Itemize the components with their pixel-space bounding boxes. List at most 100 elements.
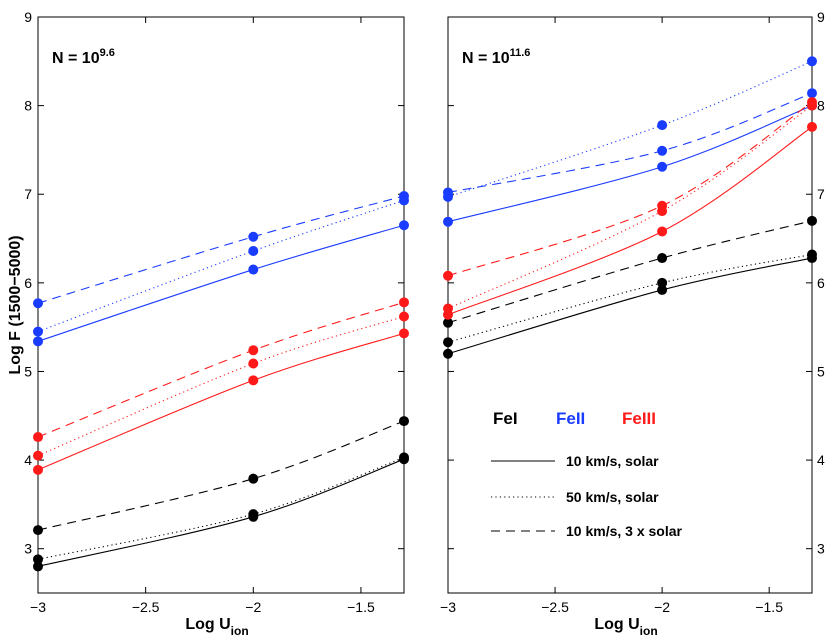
y-tick-label: 3 bbox=[817, 541, 825, 557]
data-point-fei bbox=[443, 317, 453, 328]
y-tick-label: 7 bbox=[817, 186, 825, 202]
x-tick-label: −2 bbox=[245, 599, 261, 615]
data-point-feii bbox=[33, 326, 43, 337]
data-point-feiii bbox=[399, 297, 409, 308]
plot-frame bbox=[37, 16, 405, 594]
legend-label: 10 km/s, solar bbox=[566, 453, 659, 469]
x-axis-title: Log Uion bbox=[185, 616, 248, 638]
data-point-feiii bbox=[248, 345, 259, 356]
x-axis-title-subscript: ion bbox=[231, 624, 249, 638]
legend-label: 50 km/s, solar bbox=[566, 489, 659, 505]
x-tick-label: −2 bbox=[654, 599, 670, 615]
data-point-feiii bbox=[33, 432, 43, 443]
legend-ion-feiii: FeIII bbox=[622, 409, 656, 428]
panel-title-exponent: 9.6 bbox=[100, 47, 115, 59]
data-point-feiii bbox=[443, 270, 453, 281]
data-point-fei bbox=[807, 215, 817, 226]
data-point-feii bbox=[657, 161, 668, 172]
y-tick-label: 6 bbox=[817, 275, 825, 291]
series-line-fei-dashed bbox=[447, 220, 813, 324]
y-tick-label: 3 bbox=[24, 541, 32, 557]
series-line-feii-dashed bbox=[37, 195, 405, 304]
y-tick-label: 5 bbox=[817, 363, 825, 379]
data-point-feii bbox=[399, 191, 409, 202]
y-tick-label: 9 bbox=[24, 9, 32, 25]
panel-title: N = 109.6 bbox=[52, 47, 115, 67]
data-point-feiii bbox=[399, 311, 409, 322]
x-axis-title-main: Log U bbox=[185, 616, 230, 633]
y-axis-title: Log F (1500−5000) bbox=[7, 235, 24, 374]
data-point-feii bbox=[657, 120, 668, 131]
data-point-fei bbox=[807, 249, 817, 260]
data-point-fei bbox=[399, 416, 409, 427]
series-line-feii-solid bbox=[37, 224, 405, 342]
plot-frame bbox=[447, 16, 813, 594]
data-point-feii bbox=[248, 245, 259, 256]
panel-title-base: N = 10 bbox=[52, 50, 100, 67]
legend-ion-feii: FeII bbox=[556, 409, 585, 428]
x-tick-label: −2.5 bbox=[132, 599, 160, 615]
data-point-feiii bbox=[657, 226, 668, 237]
data-point-feii bbox=[443, 216, 453, 227]
series-line-fei-dashed bbox=[37, 420, 405, 531]
data-point-feii bbox=[399, 220, 409, 231]
data-point-fei bbox=[657, 284, 668, 295]
data-point-feii bbox=[807, 88, 817, 99]
data-point-fei bbox=[248, 473, 259, 484]
x-axis-title-main: Log U bbox=[594, 616, 639, 633]
data-point-feii bbox=[248, 264, 259, 275]
y-tick-label: 6 bbox=[24, 275, 32, 291]
data-point-feiii bbox=[657, 200, 668, 211]
series-line-fei-solid bbox=[37, 458, 405, 567]
data-point-fei bbox=[443, 337, 453, 348]
panel-title-base: N = 10 bbox=[462, 50, 510, 67]
data-point-feii bbox=[657, 145, 668, 156]
panel-right: 3 4 5 6 7 8 9 −3 −2.5 −2 −1.5 Log Uion N = 1011.6 bbox=[440, 9, 825, 638]
series-line-feiii-dotted bbox=[447, 105, 813, 310]
data-point-feii bbox=[248, 231, 259, 242]
data-point-feiii bbox=[33, 464, 43, 475]
x-tick-label: −2.5 bbox=[541, 599, 569, 615]
series-line-feiii-dotted bbox=[37, 315, 405, 457]
data-point-fei bbox=[399, 452, 409, 463]
y-tick-label: 4 bbox=[817, 452, 825, 468]
panel-title-exponent: 11.6 bbox=[510, 47, 531, 59]
y-tick-label: 8 bbox=[24, 98, 32, 114]
data-point-feiii bbox=[807, 97, 817, 108]
data-point-feiii bbox=[807, 121, 817, 132]
series-line-feiii-solid bbox=[447, 126, 813, 316]
data-point-fei bbox=[33, 525, 43, 536]
panel-left: 3 4 5 6 7 8 9 −3 −2.5 −2 −1.5 Log Uion Log F (1500−5… bbox=[7, 9, 409, 638]
y-tick-label: 5 bbox=[24, 363, 32, 379]
series-line-feiii-solid bbox=[37, 332, 405, 471]
x-tick-label: −1.5 bbox=[347, 599, 375, 615]
x-axis-title-subscript: ion bbox=[640, 624, 658, 638]
series-line-feii-dotted bbox=[37, 199, 405, 333]
series-line-feii-dotted bbox=[447, 60, 813, 198]
x-axis-title: Log Uion bbox=[594, 616, 657, 638]
x-tick-label: −3 bbox=[30, 599, 46, 615]
x-tick-label: −3 bbox=[440, 599, 456, 615]
data-point-feiii bbox=[399, 328, 409, 339]
x-tick-label: −1.5 bbox=[755, 599, 783, 615]
data-point-fei bbox=[443, 348, 453, 359]
data-point-feiii bbox=[443, 303, 453, 314]
y-tick-label: 9 bbox=[817, 9, 825, 25]
data-point-fei bbox=[33, 554, 43, 565]
data-point-feii bbox=[33, 298, 43, 309]
series-line-feiii-dashed bbox=[447, 101, 813, 277]
data-point-feii bbox=[443, 187, 453, 198]
series-line-fei-solid bbox=[447, 257, 813, 355]
legend: FeI FeII FeIII 10 km/s, solar 50 km/s, solar… bbox=[491, 409, 683, 539]
y-tick-label: 8 bbox=[817, 98, 825, 114]
series-line-feii-dashed bbox=[447, 92, 813, 193]
y-tick-label: 7 bbox=[24, 186, 32, 202]
y-tick-label: 4 bbox=[24, 452, 32, 468]
legend-ion-fei: FeI bbox=[493, 409, 518, 428]
data-point-fei bbox=[33, 561, 43, 572]
series-line-feiii-dashed bbox=[37, 301, 405, 438]
data-point-feii bbox=[33, 336, 43, 347]
panel-title: N = 1011.6 bbox=[462, 47, 530, 67]
data-point-feiii bbox=[248, 358, 259, 369]
